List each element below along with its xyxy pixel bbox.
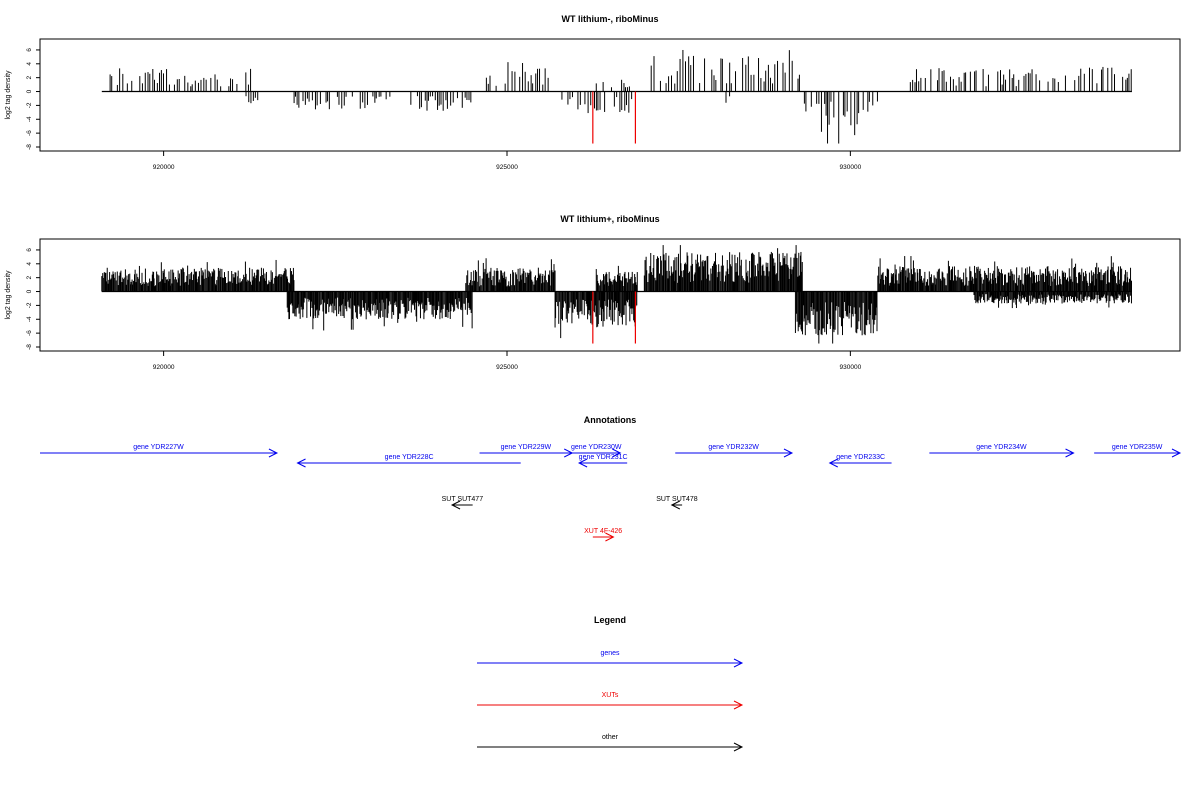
y-tick-label: -8 bbox=[26, 344, 33, 350]
feature-arrow: XUT 4F-426 bbox=[584, 528, 622, 542]
x-tick-label: 920000 bbox=[153, 164, 175, 171]
y-axis-label: log2 tag density bbox=[5, 70, 12, 120]
feature-arrow: gene YDR233C bbox=[828, 454, 892, 468]
y-tick-label: -4 bbox=[26, 116, 33, 122]
feature-label: gene YDR231C bbox=[579, 454, 628, 461]
y-tick-label: -2 bbox=[26, 302, 33, 308]
y-tick-label: 6 bbox=[26, 248, 33, 252]
feature-label: SUT SUT477 bbox=[442, 496, 484, 503]
y-tick-label: -8 bbox=[26, 144, 33, 150]
legend-title: Legend bbox=[594, 615, 626, 625]
y-tick-label: 2 bbox=[26, 275, 33, 279]
plot-frame bbox=[39, 38, 1181, 152]
feature-label: gene YDR232W bbox=[708, 444, 759, 451]
legend-items: genes XUTs other bbox=[477, 650, 744, 752]
feature-arrow: SUT SUT477 bbox=[442, 496, 484, 510]
y-tick-label: -6 bbox=[26, 330, 33, 336]
feature-label: SUT SUT478 bbox=[656, 496, 698, 503]
track-panel-lithium-plus: WT lithium+, riboMinus log2 tag density … bbox=[5, 214, 1181, 371]
feature-arrow: gene YDR231C bbox=[577, 454, 628, 468]
density-bars bbox=[101, 245, 1133, 344]
y-tick-label: 0 bbox=[26, 289, 33, 293]
feature-arrow: gene YDR229W bbox=[479, 444, 574, 458]
y-tick-label: 4 bbox=[26, 62, 33, 66]
density-bars bbox=[101, 49, 1132, 144]
x-tick-label: 920000 bbox=[153, 364, 175, 371]
y-axis-label: log2 tag density bbox=[5, 270, 12, 320]
x-axis: 920000 925000 930000 bbox=[153, 351, 862, 371]
y-axis: 6 4 2 0 -2 -4 -6 -8 bbox=[26, 248, 40, 350]
feature-label: gene YDR234W bbox=[976, 444, 1027, 451]
x-axis: 920000 925000 930000 bbox=[153, 151, 862, 171]
annotations-title: Annotations bbox=[584, 415, 637, 425]
feature-label: gene YDR227W bbox=[133, 444, 184, 451]
x-tick-label: 930000 bbox=[840, 364, 862, 371]
y-tick-label: 2 bbox=[26, 75, 33, 79]
feature-arrow: gene YDR227W bbox=[40, 444, 279, 458]
y-tick-label: -6 bbox=[26, 130, 33, 136]
feature-list: gene YDR227W gene YDR228C gene YDR229W gene… bbox=[40, 444, 1182, 542]
plot-frame bbox=[39, 238, 1181, 352]
y-axis: 6 4 2 0 -2 -4 -6 -8 bbox=[26, 48, 40, 150]
x-tick-label: 925000 bbox=[496, 164, 518, 171]
y-tick-label: 0 bbox=[26, 89, 33, 93]
x-tick-label: 930000 bbox=[840, 164, 862, 171]
feature-arrow: gene YDR230W bbox=[571, 444, 622, 458]
y-tick-label: -4 bbox=[26, 316, 33, 322]
panel-title: WT lithium+, riboMinus bbox=[560, 214, 659, 224]
legend: Legend genes XUTs other bbox=[477, 615, 744, 752]
feature-arrow: gene YDR235W bbox=[1094, 444, 1182, 458]
feature-arrow: SUT SUT478 bbox=[656, 496, 698, 510]
track-panel-lithium-minus: WT lithium-, riboMinus log2 tag density … bbox=[5, 14, 1181, 171]
y-tick-label: 6 bbox=[26, 48, 33, 52]
feature-label: XUT 4F-426 bbox=[584, 528, 622, 535]
feature-label: gene YDR228C bbox=[385, 454, 434, 461]
legend-item-label: XUTs bbox=[602, 692, 619, 699]
legend-item-label: other bbox=[602, 734, 619, 741]
feature-label: gene YDR229W bbox=[501, 444, 552, 451]
x-tick-label: 925000 bbox=[496, 364, 518, 371]
y-tick-label: 4 bbox=[26, 262, 33, 266]
legend-item: XUTs bbox=[477, 692, 744, 710]
feature-arrow: gene YDR234W bbox=[929, 444, 1075, 458]
feature-label: gene YDR235W bbox=[1112, 444, 1163, 451]
feature-label: gene YDR233C bbox=[836, 454, 885, 461]
feature-label: gene YDR230W bbox=[571, 444, 622, 451]
feature-arrow: gene YDR232W bbox=[675, 444, 794, 458]
y-tick-label: -2 bbox=[26, 102, 33, 108]
legend-item: other bbox=[477, 734, 744, 752]
panel-title: WT lithium-, riboMinus bbox=[562, 14, 659, 24]
feature-arrow: gene YDR228C bbox=[296, 454, 521, 468]
legend-item-label: genes bbox=[600, 650, 620, 657]
legend-item: genes bbox=[477, 650, 744, 668]
